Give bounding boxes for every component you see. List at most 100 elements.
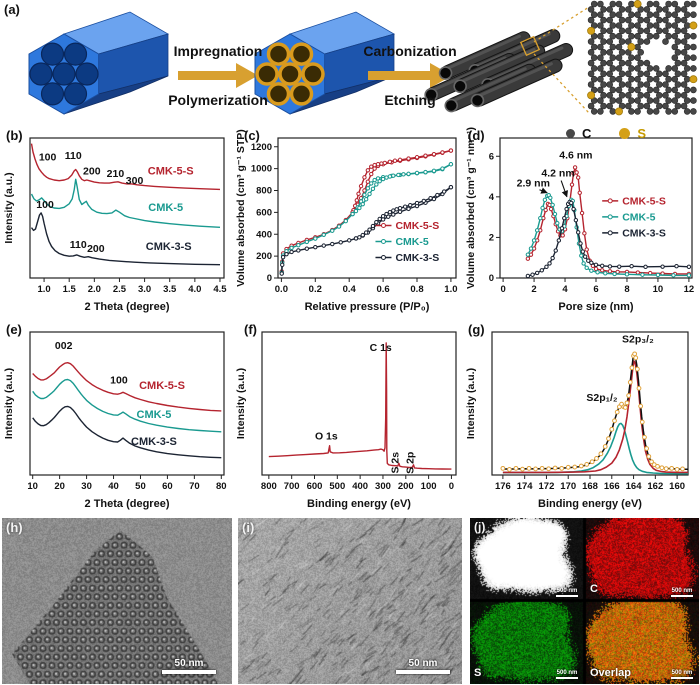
svg-text:70: 70 — [189, 481, 200, 492]
svg-text:Binding energy (eV): Binding energy (eV) — [538, 498, 642, 510]
s2p-xps-chart: 176 174 172 170 168 166 164 162 160 Binding energ… — [465, 331, 689, 510]
svg-text:500: 500 — [329, 481, 345, 492]
svg-text:4.5: 4.5 — [213, 284, 227, 295]
panel-d-label: (d) — [468, 128, 485, 143]
svg-text:CMK-5: CMK-5 — [622, 211, 655, 223]
panel-b: (b) 1.0 1.5 2.0 2.5 3.0 3.5 4.0 4.5 2 Theta (deg… — [2, 126, 232, 318]
panel-e: (e) 10 20 30 40 50 60 70 80 2 Theta (degree) Inte… — [2, 320, 232, 515]
svg-text:0.8: 0.8 — [410, 284, 423, 295]
svg-text:162: 162 — [647, 481, 663, 492]
panel-i-label: (i) — [242, 520, 255, 535]
svg-text:4: 4 — [489, 192, 495, 203]
map-label-carbon: C — [590, 583, 598, 595]
panel-c: (c) 0.0 0.2 0.4 0.6 0.8 1.0 0 200 400 600 800 1000 1… — [234, 126, 464, 318]
hrtem-image-i — [238, 518, 462, 684]
svg-text:4: 4 — [562, 284, 568, 295]
svg-text:Intensity (a.u.): Intensity (a.u.) — [3, 368, 15, 439]
atom-legend: C S — [566, 126, 646, 141]
scalebar-i-bar — [396, 670, 450, 674]
scalebar-j4-bar — [556, 677, 578, 679]
svg-text:80: 80 — [216, 481, 227, 492]
svg-text:Binding energy (eV): Binding energy (eV) — [307, 498, 411, 510]
scalebar-j3-text: 500 nm — [671, 670, 693, 676]
carbon-legend-label: C — [582, 126, 592, 141]
svg-text:200: 200 — [87, 243, 105, 255]
pore-size-chart: 0 2 4 6 8 10 12 0 2 4 6 Pore size (nm) Volume absorb… — [465, 127, 694, 313]
svg-text:300: 300 — [126, 175, 144, 187]
svg-text:CMK-3-S: CMK-3-S — [395, 252, 439, 264]
svg-text:3.5: 3.5 — [163, 284, 177, 295]
svg-text:10: 10 — [27, 481, 38, 492]
scalebar-j4-text: 500 nm — [556, 670, 578, 676]
svg-text:0.0: 0.0 — [275, 284, 288, 295]
svg-text:300: 300 — [375, 481, 391, 492]
svg-text:4.2 nm: 4.2 nm — [541, 168, 574, 180]
svg-text:2 Theta (degree): 2 Theta (degree) — [85, 301, 170, 313]
svg-text:0: 0 — [500, 284, 505, 295]
svg-text:200: 200 — [398, 481, 414, 492]
sulfur-legend-label: S — [637, 126, 647, 141]
svg-text:CMK-3-S: CMK-3-S — [131, 436, 177, 448]
svg-text:40: 40 — [108, 481, 119, 492]
svg-text:170: 170 — [560, 481, 576, 492]
map-label-overlap: Overlap — [590, 667, 631, 679]
svg-text:CMK-5: CMK-5 — [137, 409, 172, 421]
panel-c-label: (c) — [244, 128, 260, 143]
svg-text:S 2s: S 2s — [390, 452, 402, 474]
svg-text:CMK-5: CMK-5 — [395, 236, 428, 248]
scalebar-h-text: 50 nm — [174, 658, 204, 669]
arrow-1 — [178, 63, 258, 88]
svg-text:0.6: 0.6 — [376, 284, 389, 295]
panel-a-scheme: (a) — [0, 0, 700, 125]
panel-b-label: (b) — [6, 128, 23, 143]
svg-text:0.4: 0.4 — [343, 284, 357, 295]
svg-text:2.9 nm: 2.9 nm — [517, 178, 550, 190]
map-label-sulfur: S — [474, 667, 482, 679]
svg-text:30: 30 — [81, 481, 92, 492]
svg-text:CMK-3-S: CMK-3-S — [622, 227, 666, 239]
svg-text:172: 172 — [539, 481, 555, 492]
svg-text:Intensity (a.u.): Intensity (a.u.) — [465, 368, 477, 439]
svg-text:210: 210 — [107, 168, 125, 180]
svg-text:8: 8 — [624, 284, 629, 295]
svg-text:800: 800 — [256, 186, 272, 197]
carbon-atom-icon — [566, 129, 575, 138]
scalebar-j2-text: 500 nm — [556, 588, 578, 594]
svg-text:600: 600 — [307, 481, 323, 492]
svg-text:2 Theta (degree): 2 Theta (degree) — [85, 498, 170, 510]
zoom-box — [519, 35, 541, 57]
template-prism — [28, 11, 170, 115]
svg-text:176: 176 — [495, 481, 511, 492]
step-impregnation: Impregnation — [173, 43, 263, 59]
svg-text:Relative pressure (P/P₀): Relative pressure (P/P₀) — [305, 301, 430, 313]
svg-text:Pore size (nm): Pore size (nm) — [558, 301, 634, 313]
svg-text:1.5: 1.5 — [63, 284, 77, 295]
svg-text:CMK-5-S: CMK-5-S — [622, 195, 666, 207]
scalebar-j1: 500 nm — [671, 588, 693, 597]
svg-text:CMK-3-S: CMK-3-S — [146, 241, 192, 253]
svg-text:S 2p: S 2p — [405, 452, 417, 474]
panel-i-hrtem: (i) 50 nm — [238, 518, 462, 684]
svg-text:800: 800 — [261, 481, 277, 492]
svg-text:1.0: 1.0 — [37, 284, 50, 295]
panel-d: (d) 0 2 4 6 8 10 12 0 2 4 6 Pore size (nm) Volume ab… — [464, 126, 698, 318]
svg-text:CMK-5-S: CMK-5-S — [395, 220, 439, 232]
svg-text:100: 100 — [39, 151, 57, 163]
svg-text:164: 164 — [626, 481, 643, 492]
svg-text:C 1s: C 1s — [370, 342, 392, 354]
wide-angle-xrd-chart: 10 20 30 40 50 60 70 80 2 Theta (degree) Intensit… — [3, 331, 227, 510]
svg-text:0: 0 — [449, 481, 454, 492]
panel-e-label: (e) — [6, 322, 22, 337]
sulfur-atom-icon — [619, 128, 631, 139]
scalebar-j1-bar — [671, 595, 693, 597]
svg-text:S2p₁/₂: S2p₁/₂ — [586, 392, 618, 404]
svg-text:100: 100 — [110, 374, 128, 386]
scalebar-j4: 500 nm — [556, 670, 578, 679]
carbon-lattice — [587, 0, 698, 116]
svg-text:Volume absorbed (cm³ g⁻¹ STP): Volume absorbed (cm³ g⁻¹ STP) — [235, 129, 247, 287]
svg-text:0: 0 — [489, 273, 494, 284]
svg-text:1.0: 1.0 — [444, 284, 457, 295]
svg-text:Volume absorbed (cm³ g⁻¹ nm⁻¹): Volume absorbed (cm³ g⁻¹ nm⁻¹) — [465, 127, 477, 289]
svg-text:110: 110 — [70, 239, 87, 251]
